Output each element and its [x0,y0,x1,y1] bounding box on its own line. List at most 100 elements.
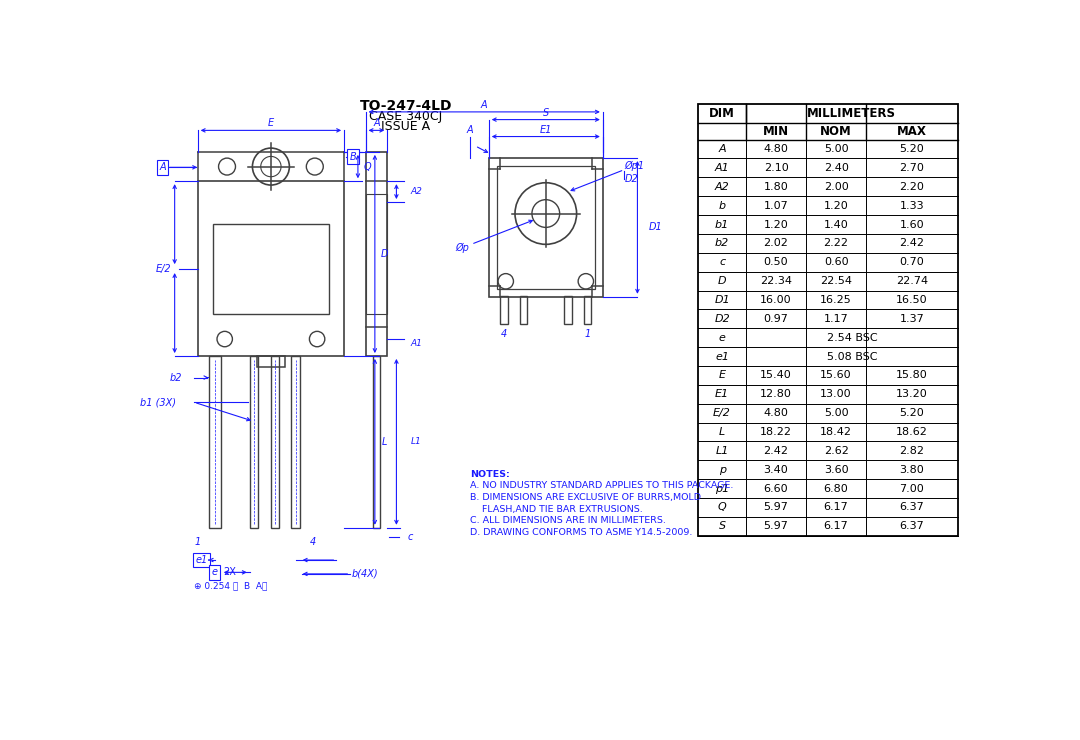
Text: 1: 1 [194,536,201,547]
Text: 22.74: 22.74 [896,276,928,286]
Text: D1: D1 [649,223,663,232]
Text: B: B [350,152,356,161]
Text: A1: A1 [715,163,729,173]
Text: 2.02: 2.02 [764,238,788,249]
Text: 0.70: 0.70 [900,258,924,267]
Bar [500,296,508,323]
Text: A: A [373,118,380,129]
Text: 0.50: 0.50 [764,258,788,267]
Text: NOM: NOM [820,124,852,138]
Text: E/2: E/2 [156,263,171,274]
Text: 5.20: 5.20 [900,144,924,154]
Bar [497,166,595,289]
Text: CASE 340CJ: CASE 340CJ [369,110,443,123]
Text: E/2: E/2 [713,408,731,418]
Text: MILLIMETERS: MILLIMETERS [808,107,896,120]
Text: 13.20: 13.20 [896,389,928,400]
Text: 4: 4 [309,536,315,547]
Text: 2.10: 2.10 [764,163,788,173]
Text: DIM: DIM [710,107,735,120]
Text: 1.07: 1.07 [764,201,788,211]
Text: E: E [268,118,274,129]
Text: TO-247-4LD: TO-247-4LD [360,99,451,112]
Text: 1.60: 1.60 [900,220,924,229]
Text: 15.60: 15.60 [821,371,852,380]
Text: Q: Q [718,502,727,513]
Text: 12.80: 12.80 [760,389,792,400]
Text: ⊕ 0.254 Ⓜ  B  AⓂ: ⊕ 0.254 Ⓜ B AⓂ [194,581,267,590]
Text: A: A [467,124,473,135]
Text: c: c [407,532,413,542]
Bar [213,223,328,314]
Bar [373,356,380,528]
Text: 1.80: 1.80 [764,182,788,192]
Text: S: S [718,522,726,531]
Text: 5.97: 5.97 [764,522,788,531]
Text: c: c [719,258,725,267]
Text: 1.33: 1.33 [900,201,924,211]
Text: 22.54: 22.54 [820,276,852,286]
Text: Øp1: Øp1 [624,161,645,171]
Text: 1: 1 [584,329,591,340]
Text: L: L [381,437,387,447]
Text: 1.37: 1.37 [900,314,924,324]
Text: 16.00: 16.00 [760,295,792,305]
Bar [198,181,345,356]
Text: b(4X): b(4X) [352,569,378,579]
Text: 2.20: 2.20 [900,182,924,192]
Bar [249,356,258,528]
Bar [208,356,220,528]
Text: E1: E1 [540,124,552,135]
Text: b1: b1 [715,220,729,229]
Text: 3.80: 3.80 [900,465,924,475]
Text: 2.22: 2.22 [824,238,849,249]
Text: e: e [212,568,218,577]
Text: 22.34: 22.34 [760,276,792,286]
Text: 18.22: 18.22 [760,427,792,437]
Text: C. ALL DIMENSIONS ARE IN MILLIMETERS.: C. ALL DIMENSIONS ARE IN MILLIMETERS. [471,517,666,525]
Text: A: A [159,162,165,172]
Bar [366,195,387,314]
Text: 7.00: 7.00 [900,484,924,494]
Text: 3.60: 3.60 [824,465,849,475]
Text: 2.42: 2.42 [900,238,924,249]
Text: 2.00: 2.00 [824,182,849,192]
Text: 16.50: 16.50 [896,295,928,305]
Text: 5.20: 5.20 [900,408,924,418]
Text: D: D [718,276,727,286]
Text: NOTES:: NOTES: [471,470,510,479]
Text: D: D [380,249,388,259]
Text: 3.40: 3.40 [764,465,788,475]
Text: D. DRAWING CONFORMS TO ASME Y14.5-2009.: D. DRAWING CONFORMS TO ASME Y14.5-2009. [471,528,692,536]
Text: 1.40: 1.40 [824,220,849,229]
Text: 6.37: 6.37 [900,502,924,513]
Text: 2.70: 2.70 [900,163,924,173]
Bar [366,152,387,356]
Text: 4: 4 [501,329,508,340]
Bar [564,296,572,323]
Bar [489,158,603,297]
Text: 6.80: 6.80 [824,484,849,494]
Text: 18.62: 18.62 [896,427,928,437]
Text: MIN: MIN [762,124,789,138]
Text: 5.97: 5.97 [764,502,788,513]
Text: 15.40: 15.40 [760,371,792,380]
Text: b2: b2 [170,372,183,383]
Text: 5.08 BSC: 5.08 BSC [826,352,877,362]
Bar [699,104,958,536]
Text: L1: L1 [715,446,729,456]
Text: A2: A2 [715,182,729,192]
Bar [519,296,527,323]
Text: 15.80: 15.80 [896,371,928,380]
Text: 16.25: 16.25 [820,295,852,305]
Text: e1: e1 [715,352,729,362]
Text: D2: D2 [624,174,638,184]
Bar [270,356,279,528]
Text: 2.54 BSC: 2.54 BSC [826,333,877,343]
Text: 2X: 2X [224,568,237,577]
Text: b1 (3X): b1 (3X) [140,397,176,407]
Text: 18.42: 18.42 [820,427,852,437]
Text: A1: A1 [410,339,422,348]
Text: b2: b2 [715,238,729,249]
Text: ISSUE A: ISSUE A [381,120,430,132]
